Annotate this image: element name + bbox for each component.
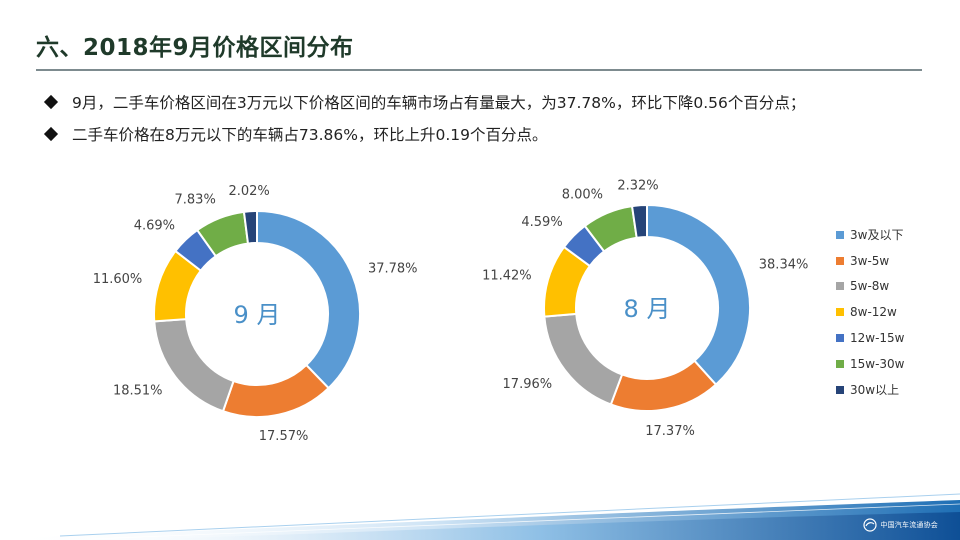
data-label: 18.51% [113,383,163,398]
logo-text: 中国汽车流通协会 [880,521,938,529]
legend-label: 15w-30w [850,356,905,371]
data-label: 2.02% [228,184,269,199]
title-divider [36,69,922,71]
data-label: 11.42% [482,268,532,283]
donut-slice [153,318,235,413]
data-label: 17.57% [259,429,309,444]
logo-emblem-icon [863,518,877,532]
bullet-item: 二手车价格在8万元以下的车辆占73.86%，环比上升0.19个百分点。 [43,118,805,150]
legend-swatch [836,334,844,343]
data-label: 4.59% [521,215,562,230]
data-label: 11.60% [93,272,143,287]
data-label: 37.78% [368,262,418,277]
legend-swatch [836,230,844,239]
data-label: 2.32% [617,178,658,193]
legend-swatch [836,282,844,291]
donut-slice [609,359,718,412]
legend-item: 30w以上 [836,377,905,403]
donut-slice [646,203,751,386]
legend-swatch [836,385,844,394]
data-label: 8.00% [562,188,603,203]
legend-label: 5w-8w [850,279,890,294]
bullet-text: 二手车价格在8万元以下的车辆占73.86%，环比上升0.19个百分点。 [72,126,548,144]
donut-center-label: 8 月 [624,295,671,323]
donut-slice [630,203,648,239]
bullet-item: 9月，二手车价格区间在3万元以下价格区间的车辆市场占有量最大，为37.78%，环… [43,86,806,118]
donut-chart: 38.34% 17.37% 17.96% 11.42% 4.59%8.00% 2.32% 8… [482,178,808,439]
legend-label: 3w及以下 [850,228,904,243]
legend-item: 12w-15w [836,325,905,351]
legend-swatch [836,256,844,265]
donut-slice [221,363,330,418]
data-label: 38.34% [759,258,809,273]
donut-slice [256,209,361,390]
legend-label: 12w-15w [850,331,905,346]
chart-legend: 3w及以下 3w-5w 5w-8w 8w-12w 12w-15w 15w-30w… [836,222,905,403]
legend-label: 3w-5w [850,253,890,268]
donut-chart: 37.78% 17.57% 18.51% 11.60% 4.69%7.83% 2.02% 9… [93,184,418,444]
page-title: 六、2018年9月价格区间分布 [36,35,354,61]
legend-item: 8w-12w [836,299,905,325]
legend-swatch [836,359,844,368]
legend-item: 15w-30w [836,351,905,377]
data-label: 17.96% [503,377,553,392]
data-label: 4.69% [134,219,175,234]
legend-item: 3w及以下 [836,222,905,248]
bullet-text: 9月，二手车价格区间在3万元以下价格区间的车辆市场占有量最大，为37.78%，环… [72,94,806,112]
donut-slice [242,209,258,245]
bullet-list: 9月，二手车价格区间在3万元以下价格区间的车辆市场占有量最大，为37.78%，环… [43,86,806,150]
donut-center-label: 9 月 [234,301,281,329]
legend-item: 5w-8w [836,274,905,300]
donut-slice [543,312,624,406]
footer-wave-decoration [0,493,960,540]
legend-label: 8w-12w [850,305,897,320]
legend-swatch [836,308,844,317]
association-logo: 中国汽车流通协会 [863,518,938,532]
legend-label: 30w以上 [850,383,900,398]
data-label: 7.83% [175,193,216,208]
data-label: 17.37% [645,424,695,439]
legend-item: 3w-5w [836,248,905,274]
